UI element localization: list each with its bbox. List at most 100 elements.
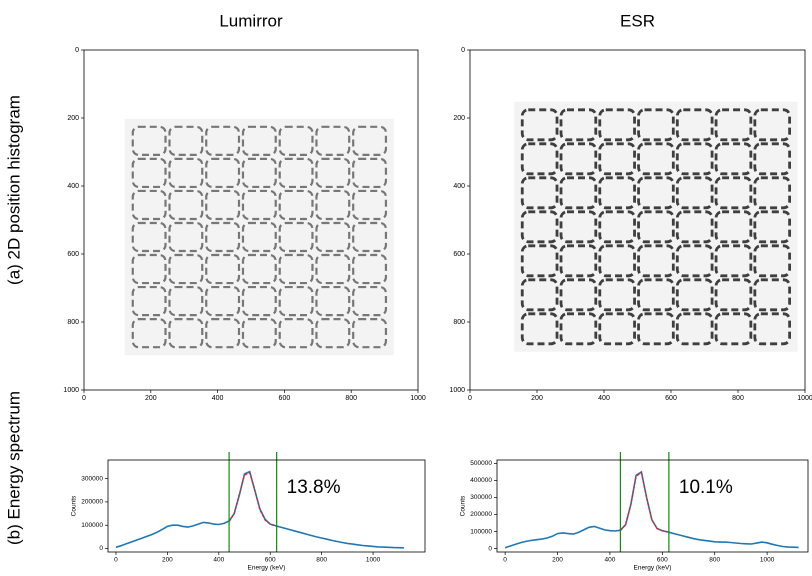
crystal-cell [753, 312, 791, 346]
crystal-cell [241, 253, 277, 285]
crystal-cell [131, 221, 167, 253]
x-tick-label: 1000 [760, 557, 775, 564]
x-tick-label: 1000 [366, 557, 381, 564]
y-tick-label: 200000 [81, 499, 103, 506]
crystal-cell [205, 157, 241, 189]
crystal-cell [714, 244, 753, 278]
x-tick-label: 600 [279, 395, 291, 402]
x-tick-label: 400 [598, 395, 610, 402]
crystal-cell [520, 108, 559, 142]
crystal-cell [675, 312, 714, 346]
crystal-cell [675, 176, 714, 210]
crystal-cell [598, 278, 636, 312]
crystal-cell [168, 253, 204, 285]
crystal-cell [241, 125, 277, 156]
x-tick-label: 200 [552, 557, 563, 564]
crystal-cell [131, 318, 167, 349]
y-axis-label: Counts [460, 495, 467, 516]
crystal-cell [714, 142, 753, 176]
x-tick-label: 600 [665, 395, 677, 402]
y-tick-label: 200 [453, 115, 465, 122]
crystal-cell [675, 210, 714, 244]
crystal-cell [714, 278, 753, 312]
crystal-cell [559, 142, 598, 176]
axes-frame [107, 459, 426, 553]
crystal-cell [598, 312, 636, 346]
crystal-cell [352, 221, 388, 253]
crystal-cell [168, 221, 204, 253]
crystal-cell [714, 210, 753, 244]
crystal-cell [637, 210, 675, 244]
crystal-cell [205, 318, 241, 349]
crystal-cell [131, 285, 167, 317]
x-tick-label: 0 [468, 395, 472, 402]
crystal-cell [598, 244, 636, 278]
y-tick-label: 600 [453, 251, 465, 258]
crystal-cell [352, 318, 388, 349]
crystal-cell [559, 244, 598, 278]
resolution-annotation: 13.8% [287, 477, 341, 498]
series-line [504, 470, 799, 549]
x-tick-label: 800 [316, 557, 327, 564]
x-tick-label: 800 [345, 395, 357, 402]
crystal-cell [598, 142, 636, 176]
crystal-cell [714, 312, 753, 346]
crystal-cell [559, 278, 598, 312]
crystal-cell [520, 244, 559, 278]
x-tick-label: 200 [145, 395, 157, 402]
x-tick-label: 0 [503, 557, 507, 564]
crystal-cell [520, 210, 559, 244]
crystal-cell [205, 125, 241, 156]
y-tick-label: 0 [461, 47, 465, 54]
crystal-cell [315, 221, 351, 253]
y-tick-label: 600 [67, 251, 79, 258]
axes-frame [469, 49, 806, 391]
series-line [228, 471, 276, 527]
crystal-cell [168, 125, 204, 156]
crystal-cell [315, 318, 351, 349]
crystal-cell [315, 253, 351, 285]
series-line [619, 471, 668, 533]
crystal-cell [168, 189, 204, 221]
crystal-cell [753, 244, 791, 278]
x-tick-label: 0 [114, 557, 118, 564]
crystal-cell [278, 285, 314, 317]
y-tick-label: 200000 [470, 511, 492, 518]
x-tick-label: 1000 [797, 395, 812, 402]
crystal-cell [753, 142, 791, 176]
crystal-cell [205, 285, 241, 317]
crystal-cell [520, 142, 559, 176]
row-label: (a) 2D position histogram [4, 95, 23, 285]
crystal-cell [241, 157, 277, 189]
crystal-cell [753, 176, 791, 210]
x-axis-label: Energy (keV) [634, 565, 672, 572]
crystal-cell [637, 176, 675, 210]
x-tick-label: 600 [657, 557, 668, 564]
y-tick-label: 800 [67, 319, 79, 326]
y-tick-label: 0 [75, 47, 79, 54]
crystal-cell [278, 318, 314, 349]
crystal-cell [131, 125, 167, 156]
crystal-cell [637, 278, 675, 312]
crystal-cell [352, 157, 388, 189]
crystal-cell [241, 221, 277, 253]
crystal-cell [714, 176, 753, 210]
crystal-cell [278, 157, 314, 189]
resolution-annotation: 10.1% [679, 477, 733, 498]
crystal-cell [520, 312, 559, 346]
x-tick-label: 400 [213, 557, 224, 564]
y-tick-label: 0 [488, 545, 492, 552]
y-tick-label: 100000 [470, 528, 492, 535]
crystal-cell [131, 189, 167, 221]
crystal-cell [637, 142, 675, 176]
crystal-cell [241, 189, 277, 221]
y-tick-label: 100000 [81, 522, 103, 529]
crystal-cell [278, 253, 314, 285]
x-tick-label: 200 [531, 395, 543, 402]
crystal-cell [753, 210, 791, 244]
crystal-cell [131, 253, 167, 285]
y-tick-label: 300000 [81, 475, 103, 482]
crystal-cell [637, 244, 675, 278]
